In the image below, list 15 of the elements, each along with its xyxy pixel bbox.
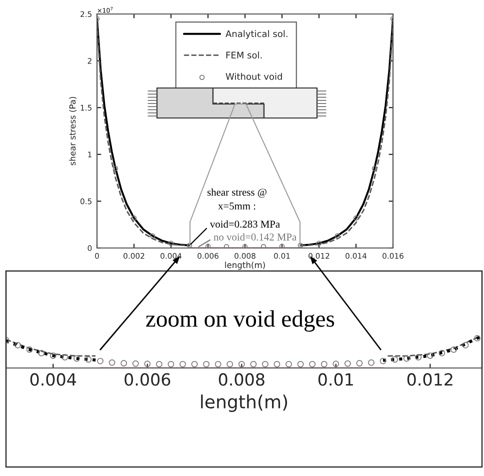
legend-label: Analytical sol. bbox=[226, 30, 288, 39]
text: zoom on void edges bbox=[146, 310, 334, 332]
annotation: shear stress @ x=5mm : bbox=[207, 188, 266, 210]
x-tick-label: 0.008 bbox=[218, 373, 264, 386]
annotation: no void=0.142 MPa bbox=[214, 233, 296, 241]
y-axis-title: shear stress (Pa) bbox=[69, 96, 77, 166]
x-tick-label: 0.012 bbox=[407, 373, 452, 386]
legend-label: FEM sol. bbox=[226, 52, 262, 59]
legend-label: Without void bbox=[226, 72, 282, 80]
x-tick-label: 0.006 bbox=[124, 373, 170, 386]
x-axis-title: length(m) bbox=[201, 394, 288, 412]
x-tick-label: 0.01 bbox=[318, 373, 353, 386]
x-axis-title: length(m) bbox=[225, 262, 265, 270]
x-tick-label: 0.004 bbox=[30, 373, 76, 386]
annotation: void=0.283 MPa bbox=[210, 220, 280, 228]
